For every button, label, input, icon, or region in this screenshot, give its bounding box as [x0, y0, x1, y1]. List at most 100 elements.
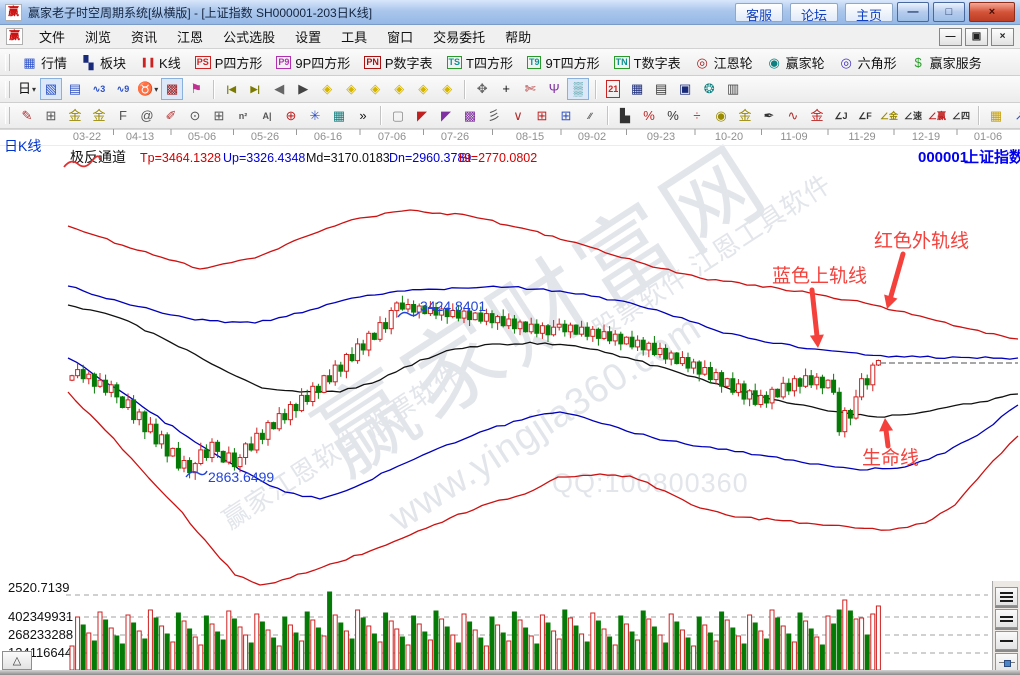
- winner-wheel-button[interactable]: ◉ 赢家轮: [767, 53, 824, 72]
- calendar-button[interactable]: 21: [602, 78, 624, 100]
- grid-tool[interactable]: ⊞: [40, 105, 62, 127]
- layout-one-row-button[interactable]: [995, 631, 1018, 650]
- red-fan-tool[interactable]: ◤: [411, 105, 433, 127]
- close-button[interactable]: ×: [969, 2, 1015, 22]
- angle-four-tool[interactable]: ∠四: [950, 105, 972, 127]
- diamond-left-button[interactable]: ◈: [316, 78, 338, 100]
- menu-item-1[interactable]: 浏览: [85, 29, 112, 45]
- pattern-button[interactable]: ▩: [161, 78, 184, 100]
- ruler-grid[interactable]: ⊞: [208, 105, 230, 127]
- mdi-minimize-button[interactable]: —: [939, 27, 962, 46]
- first-bar-button[interactable]: |◀: [220, 78, 242, 100]
- color-grid-tool[interactable]: ▦: [985, 105, 1007, 127]
- prev-bar-button[interactable]: ◀: [268, 78, 290, 100]
- stats-tool[interactable]: ▙: [614, 105, 636, 127]
- grid-red-tool[interactable]: ⊞: [531, 105, 553, 127]
- brush-tool[interactable]: ✐: [160, 105, 182, 127]
- diamond-center-button[interactable]: ◈: [412, 78, 434, 100]
- spiral-tool[interactable]: @: [136, 105, 158, 127]
- slant-lines-tool[interactable]: ∕∕: [579, 105, 601, 127]
- menu-item-0[interactable]: 文件: [39, 29, 66, 45]
- scissors-button[interactable]: ✄: [519, 78, 541, 100]
- maximize-button[interactable]: □: [933, 2, 965, 22]
- volume-pane-expander-button[interactable]: △: [2, 651, 32, 670]
- forum-button[interactable]: 论坛: [790, 2, 838, 23]
- homepage-button[interactable]: 主页: [845, 2, 893, 23]
- hand-tool-button[interactable]: ✥: [471, 78, 493, 100]
- pencil-tool[interactable]: ✎: [16, 105, 38, 127]
- t9-square-button[interactable]: T9 9T四方形: [526, 53, 600, 72]
- person-tool-button[interactable]: Ψ: [543, 78, 565, 100]
- line-fan-tool[interactable]: 彡: [483, 105, 505, 127]
- menu-item-2[interactable]: 资讯: [131, 29, 158, 45]
- last-bar-button[interactable]: ▶|: [244, 78, 266, 100]
- f-grid[interactable]: F: [112, 105, 134, 127]
- purple-fan-tool[interactable]: ◤: [435, 105, 457, 127]
- layout-slider-button[interactable]: [995, 653, 1018, 672]
- winner-service-button[interactable]: $ 赢家服务: [911, 53, 982, 72]
- p-number-table-button[interactable]: PN P数字表: [364, 53, 433, 72]
- gold-red-tool[interactable]: 金: [806, 105, 828, 127]
- menu-item-3[interactable]: 江恩: [177, 29, 204, 45]
- a-line-tool[interactable]: A|: [256, 105, 278, 127]
- info-list-button[interactable]: ▤: [64, 78, 86, 100]
- crosshair-button[interactable]: +: [495, 78, 517, 100]
- purple-grid-tool[interactable]: ▩: [459, 105, 481, 127]
- box-tool[interactable]: ▢: [387, 105, 409, 127]
- mdi-close-button[interactable]: ×: [991, 27, 1014, 46]
- target-tool[interactable]: ⊕: [280, 105, 302, 127]
- menu-item-5[interactable]: 设置: [295, 29, 322, 45]
- calculator-button[interactable]: ▦: [626, 78, 648, 100]
- angle-speed-tool[interactable]: ∠速: [902, 105, 924, 127]
- t-square-button[interactable]: TS T四方形: [446, 53, 513, 72]
- kline-style-button[interactable]: ▧: [40, 78, 62, 100]
- wave3-button[interactable]: ∿3: [88, 78, 110, 100]
- diamond-expand-button[interactable]: ◈: [364, 78, 386, 100]
- bottle-dropdown[interactable]: ♉ ▾: [136, 78, 159, 100]
- customer-service-button[interactable]: 客服: [735, 2, 783, 23]
- chart-canvas[interactable]: 赢家财富网www.yingjia360.comQQ:100800360赢家江恩软…: [0, 126, 1020, 675]
- t-number-table-button[interactable]: TN T数字表: [613, 53, 681, 72]
- percent-tool[interactable]: %: [662, 105, 684, 127]
- diamond-all-button[interactable]: ◈: [436, 78, 458, 100]
- flag-chart-button[interactable]: ⚑: [185, 78, 207, 100]
- brain-button[interactable]: ▒: [567, 78, 590, 100]
- p9-square-button[interactable]: P9 9P四方形: [276, 53, 350, 72]
- mdi-restore-button[interactable]: ▣: [965, 27, 988, 46]
- gold-circle-tool[interactable]: ◉: [710, 105, 732, 127]
- save-button[interactable]: ▣: [674, 78, 696, 100]
- gold-grid-1[interactable]: 金: [64, 105, 86, 127]
- gold-bars-tool[interactable]: 金: [734, 105, 756, 127]
- square-grid-tool[interactable]: ▦: [328, 105, 350, 127]
- menu-item-4[interactable]: 公式选股: [223, 29, 276, 45]
- layout-two-rows-button[interactable]: [995, 609, 1018, 628]
- star-grid-tool[interactable]: ✳: [304, 105, 326, 127]
- grid-blue-tool[interactable]: ⊞: [555, 105, 577, 127]
- sectors-button[interactable]: ▚ 板块: [81, 53, 127, 72]
- marker-pen-tool[interactable]: ✒: [758, 105, 780, 127]
- diamond-right-button[interactable]: ◈: [340, 78, 362, 100]
- layout-three-rows-button[interactable]: [995, 587, 1018, 606]
- notes-button[interactable]: ▤: [650, 78, 672, 100]
- period-day-dropdown[interactable]: 日 ▾: [16, 78, 38, 100]
- angle-gold-tool[interactable]: ∠金: [878, 105, 900, 127]
- more-tools[interactable]: »: [352, 105, 374, 127]
- diamond-compress-button[interactable]: ◈: [388, 78, 410, 100]
- quotes-button[interactable]: ▦ 行情: [22, 53, 67, 72]
- menu-item-7[interactable]: 窗口: [387, 29, 414, 45]
- v-line-tool[interactable]: ∨: [507, 105, 529, 127]
- print-button[interactable]: ▥: [722, 78, 744, 100]
- menu-item-9[interactable]: 帮助: [505, 29, 532, 45]
- p-square-button[interactable]: PS P四方形: [194, 53, 262, 72]
- n-square-tool[interactable]: n²: [232, 105, 254, 127]
- hexagon-button[interactable]: ◎ 六角形: [839, 53, 896, 72]
- gann-wheel-button[interactable]: ◎ 江恩轮: [695, 53, 752, 72]
- angle-win-tool[interactable]: ∠赢: [926, 105, 948, 127]
- percent-red-tool[interactable]: %: [638, 105, 660, 127]
- next-bar-button[interactable]: ▶: [292, 78, 314, 100]
- compass-tool[interactable]: ⊙: [184, 105, 206, 127]
- menu-item-8[interactable]: 交易委托: [433, 29, 486, 45]
- angle-f-tool[interactable]: ∠F: [854, 105, 876, 127]
- divide-red-tool[interactable]: ÷: [686, 105, 708, 127]
- gold-grid-2[interactable]: 金: [88, 105, 110, 127]
